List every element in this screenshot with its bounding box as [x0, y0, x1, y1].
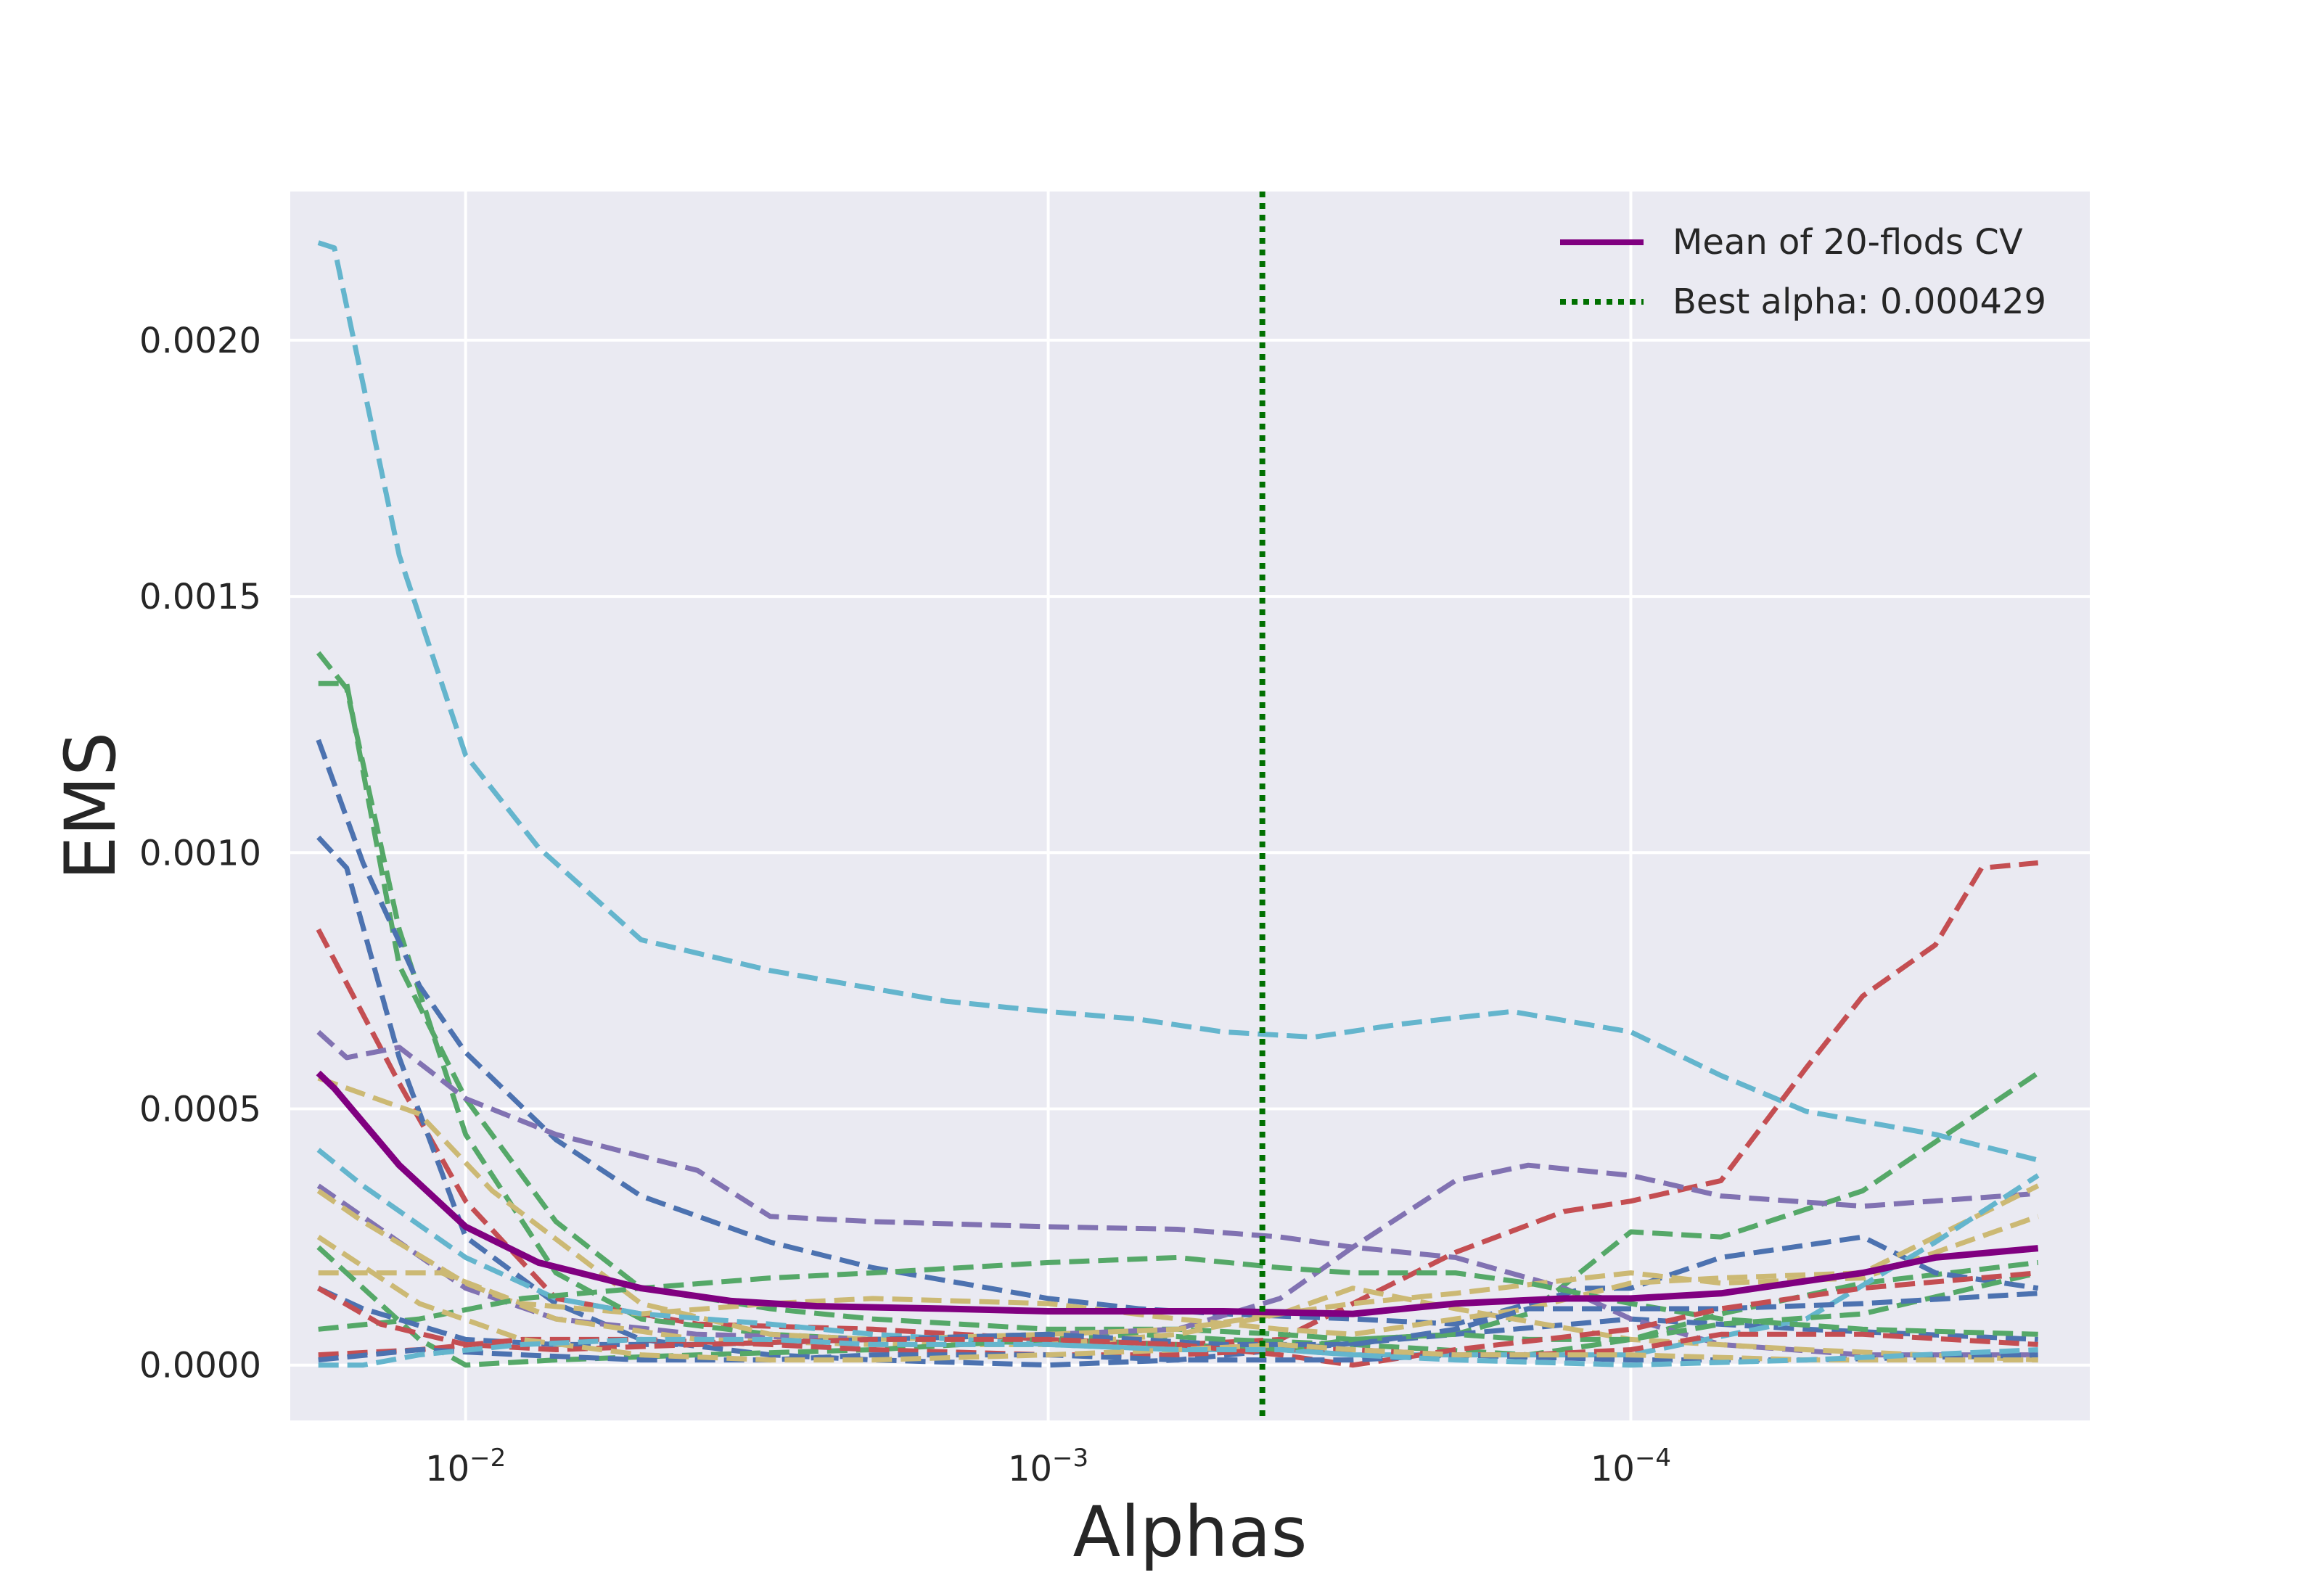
y-tick-label: 0.0020 [139, 321, 261, 361]
plot-area [290, 192, 2090, 1420]
y-tick-label: 0.0015 [139, 577, 261, 617]
y-axis-ticks: 0.0000 0.0005 0.0010 0.0015 0.0020 [139, 321, 261, 1386]
y-axis-label: EMS [50, 732, 131, 880]
fold-series-line [316, 1029, 2038, 1250]
grid [290, 192, 2090, 1420]
fold-series-line [316, 1245, 2039, 1368]
fold-series-line [318, 1347, 2038, 1363]
fold-series-line [316, 835, 2038, 1368]
y-tick-label: 0.0005 [139, 1089, 261, 1130]
fold-series-line [318, 1336, 2038, 1368]
fold-series-line [317, 240, 2039, 1163]
legend-mean-label: Mean of 20-flods CV [1673, 222, 2023, 263]
fold-series-line [316, 860, 2039, 1347]
y-tick-label: 0.0000 [139, 1346, 261, 1386]
x-tick-label: 10−4 [1591, 1444, 1671, 1489]
fold-series-line [317, 1075, 2038, 1363]
x-axis-label: Alphas [1073, 1492, 1308, 1573]
x-tick-label: 10−2 [425, 1444, 506, 1489]
mean-series-line [316, 1070, 2039, 1317]
fold-series-line [318, 1183, 2040, 1337]
series-layer [316, 192, 2040, 1420]
fold-series-line [316, 1235, 2038, 1363]
fold-series-line [317, 1286, 2038, 1347]
x-tick-label: 10−3 [1008, 1444, 1088, 1489]
legend-best-alpha-label: Best alpha: 0.000429 [1673, 281, 2046, 322]
x-axis-ticks: 10−2 10−3 10−4 [425, 1444, 1671, 1489]
y-tick-label: 0.0010 [139, 833, 261, 873]
legend: Mean of 20-flods CV Best alpha: 0.000429 [1560, 222, 2046, 322]
